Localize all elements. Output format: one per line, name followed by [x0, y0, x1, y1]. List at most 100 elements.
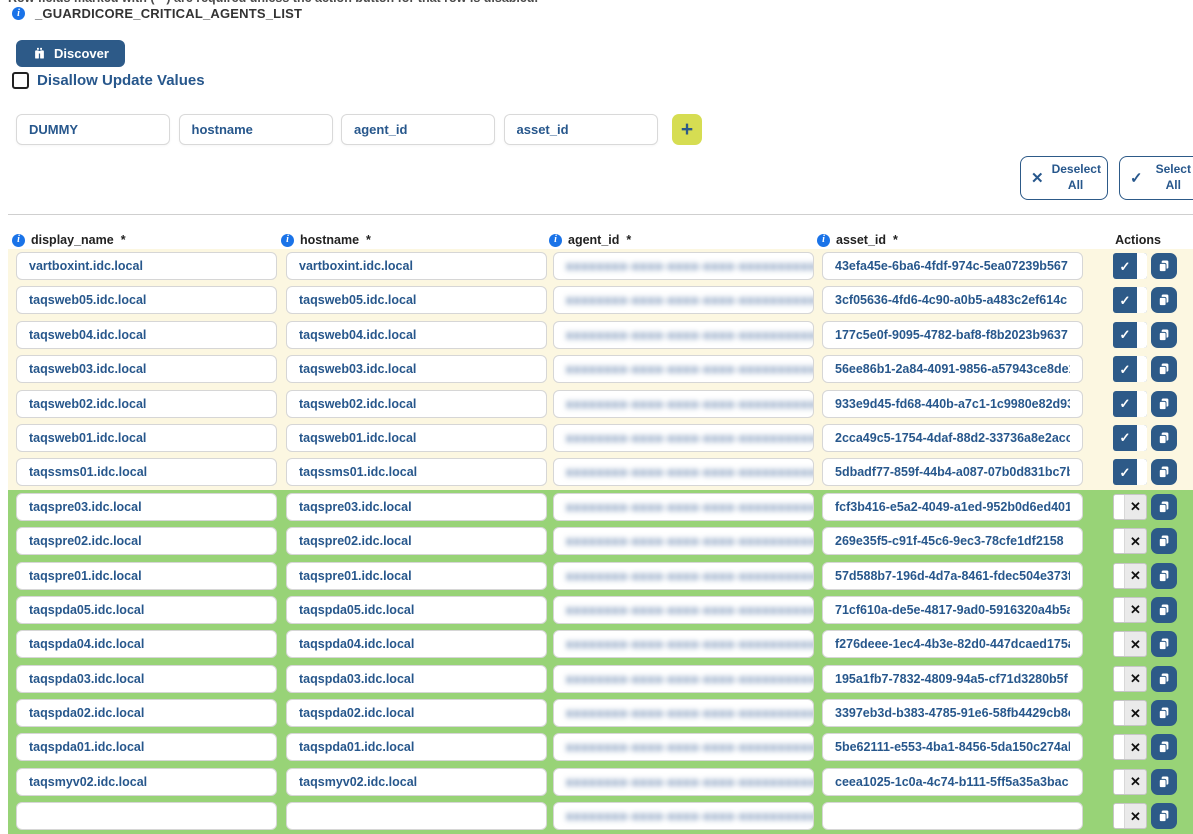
copy-row-button[interactable]: [1151, 528, 1177, 555]
display-name-cell-input[interactable]: [16, 664, 277, 693]
disallow-update-checkbox[interactable]: [12, 72, 29, 89]
hostname-cell-input[interactable]: [286, 492, 547, 521]
hostname-cell-input[interactable]: [286, 561, 547, 590]
asset-id-cell-input[interactable]: [822, 527, 1083, 556]
row-select-toggle[interactable]: ✕: [1113, 596, 1147, 623]
copy-row-button[interactable]: [1151, 803, 1177, 830]
row-select-toggle[interactable]: ✓: [1113, 321, 1147, 348]
agent-id-cell-input[interactable]: xxxxxxxx-xxxx-xxxx-xxxx-xxxxxxxxxxx: [553, 492, 814, 521]
hostname-cell-input[interactable]: [286, 389, 547, 418]
hostname-cell-input[interactable]: [286, 699, 547, 728]
copy-row-button[interactable]: [1151, 665, 1177, 692]
asset-id-cell-input[interactable]: [822, 286, 1083, 315]
asset-id-cell-input[interactable]: [822, 630, 1083, 659]
display-name-cell-input[interactable]: [16, 561, 277, 590]
copy-row-button[interactable]: [1151, 287, 1177, 314]
display-name-mapping-input[interactable]: [16, 114, 170, 145]
agent-id-cell-input[interactable]: xxxxxxxx-xxxx-xxxx-xxxx-xxxxxxxxxxx: [553, 355, 814, 384]
row-select-toggle[interactable]: ✓: [1113, 287, 1147, 314]
agent-id-cell-input[interactable]: xxxxxxxx-xxxx-xxxx-xxxx-xxxxxxxxxxx: [553, 423, 814, 452]
row-select-toggle[interactable]: ✕: [1113, 768, 1147, 795]
agent-id-cell-input[interactable]: xxxxxxxx-xxxx-xxxx-xxxx-xxxxxxxxxxx: [553, 802, 814, 831]
asset-id-cell-input[interactable]: [822, 458, 1083, 487]
agent-id-cell-input[interactable]: xxxxxxxx-xxxx-xxxx-xxxx-xxxxxxxxxxx: [553, 389, 814, 418]
asset-id-mapping-input[interactable]: [503, 114, 658, 145]
asset-id-cell-input[interactable]: [822, 252, 1083, 280]
agent-id-cell-input[interactable]: xxxxxxxx-xxxx-xxxx-xxxx-xxxxxxxxxxx: [553, 320, 814, 349]
copy-row-button[interactable]: [1151, 424, 1177, 451]
row-select-toggle[interactable]: ✕: [1113, 631, 1147, 658]
hostname-cell-input[interactable]: [286, 355, 547, 384]
agent-id-cell-input[interactable]: xxxxxxxx-xxxx-xxxx-xxxx-xxxxxxxxxxx: [553, 561, 814, 590]
display-name-cell-input[interactable]: [16, 630, 277, 659]
hostname-mapping-input[interactable]: [178, 114, 333, 145]
row-select-toggle[interactable]: ✕: [1113, 562, 1147, 589]
copy-row-button[interactable]: [1151, 631, 1177, 658]
row-select-toggle[interactable]: ✕: [1113, 528, 1147, 555]
display-name-cell-input[interactable]: [16, 595, 277, 624]
copy-row-button[interactable]: [1151, 493, 1177, 520]
copy-row-button[interactable]: [1151, 562, 1177, 589]
copy-row-button[interactable]: [1151, 390, 1177, 417]
display-name-cell-input[interactable]: [16, 389, 277, 418]
display-name-cell-input[interactable]: [16, 252, 277, 280]
hostname-cell-input[interactable]: [286, 423, 547, 452]
display-name-cell-input[interactable]: [16, 527, 277, 556]
copy-row-button[interactable]: [1151, 459, 1177, 486]
row-select-toggle[interactable]: ✓: [1113, 356, 1147, 383]
add-column-button[interactable]: +: [672, 114, 702, 145]
display-name-cell-input[interactable]: [16, 733, 277, 762]
asset-id-cell-input[interactable]: [822, 492, 1083, 521]
copy-row-button[interactable]: [1151, 321, 1177, 348]
hostname-cell-input[interactable]: [286, 458, 547, 487]
copy-row-button[interactable]: [1151, 596, 1177, 623]
row-select-toggle[interactable]: ✕: [1113, 803, 1147, 830]
agent-id-mapping-input[interactable]: [341, 114, 495, 145]
copy-row-button[interactable]: [1151, 700, 1177, 727]
select-all-button[interactable]: ✓ Select All: [1119, 156, 1193, 200]
row-select-toggle[interactable]: ✕: [1113, 493, 1147, 520]
row-select-toggle[interactable]: ✓: [1113, 390, 1147, 417]
row-select-toggle[interactable]: ✓: [1113, 424, 1147, 451]
deselect-all-button[interactable]: ✕ Deselect All: [1020, 156, 1108, 200]
row-select-toggle[interactable]: ✓: [1113, 253, 1147, 279]
display-name-cell-input[interactable]: [16, 320, 277, 349]
asset-id-cell-input[interactable]: [822, 423, 1083, 452]
asset-id-cell-input[interactable]: [822, 733, 1083, 762]
row-select-toggle[interactable]: ✕: [1113, 734, 1147, 761]
row-select-toggle[interactable]: ✓: [1113, 459, 1147, 486]
hostname-cell-input[interactable]: [286, 320, 547, 349]
asset-id-cell-input[interactable]: [822, 320, 1083, 349]
hostname-cell-input[interactable]: [286, 630, 547, 659]
display-name-cell-input[interactable]: [16, 802, 277, 831]
display-name-cell-input[interactable]: [16, 767, 277, 796]
hostname-cell-input[interactable]: [286, 286, 547, 315]
hostname-cell-input[interactable]: [286, 802, 547, 831]
asset-id-cell-input[interactable]: [822, 389, 1083, 418]
asset-id-cell-input[interactable]: [822, 699, 1083, 728]
asset-id-cell-input[interactable]: [822, 561, 1083, 590]
agent-id-cell-input[interactable]: xxxxxxxx-xxxx-xxxx-xxxx-xxxxxxxxxxx: [553, 595, 814, 624]
copy-row-button[interactable]: [1151, 253, 1177, 279]
copy-row-button[interactable]: [1151, 356, 1177, 383]
row-select-toggle[interactable]: ✕: [1113, 700, 1147, 727]
hostname-cell-input[interactable]: [286, 767, 547, 796]
display-name-cell-input[interactable]: [16, 355, 277, 384]
agent-id-cell-input[interactable]: xxxxxxxx-xxxx-xxxx-xxxx-xxxxxxxxxxx: [553, 733, 814, 762]
display-name-cell-input[interactable]: [16, 423, 277, 452]
discover-button[interactable]: Discover: [16, 40, 125, 67]
agent-id-cell-input[interactable]: xxxxxxxx-xxxx-xxxx-xxxx-xxxxxxxxxxx: [553, 286, 814, 315]
display-name-cell-input[interactable]: [16, 699, 277, 728]
agent-id-cell-input[interactable]: xxxxxxxx-xxxx-xxxx-xxxx-xxxxxxxxxxx: [553, 699, 814, 728]
agent-id-cell-input[interactable]: xxxxxxxx-xxxx-xxxx-xxxx-xxxxxxxxxxx: [553, 252, 814, 280]
asset-id-cell-input[interactable]: [822, 595, 1083, 624]
copy-row-button[interactable]: [1151, 734, 1177, 761]
display-name-cell-input[interactable]: [16, 492, 277, 521]
agent-id-cell-input[interactable]: xxxxxxxx-xxxx-xxxx-xxxx-xxxxxxxxxxx: [553, 458, 814, 487]
agent-id-cell-input[interactable]: xxxxxxxx-xxxx-xxxx-xxxx-xxxxxxxxxxx: [553, 664, 814, 693]
asset-id-cell-input[interactable]: [822, 355, 1083, 384]
display-name-cell-input[interactable]: [16, 458, 277, 487]
agent-id-cell-input[interactable]: xxxxxxxx-xxxx-xxxx-xxxx-xxxxxxxxxxx: [553, 630, 814, 659]
hostname-cell-input[interactable]: [286, 595, 547, 624]
asset-id-cell-input[interactable]: [822, 767, 1083, 796]
